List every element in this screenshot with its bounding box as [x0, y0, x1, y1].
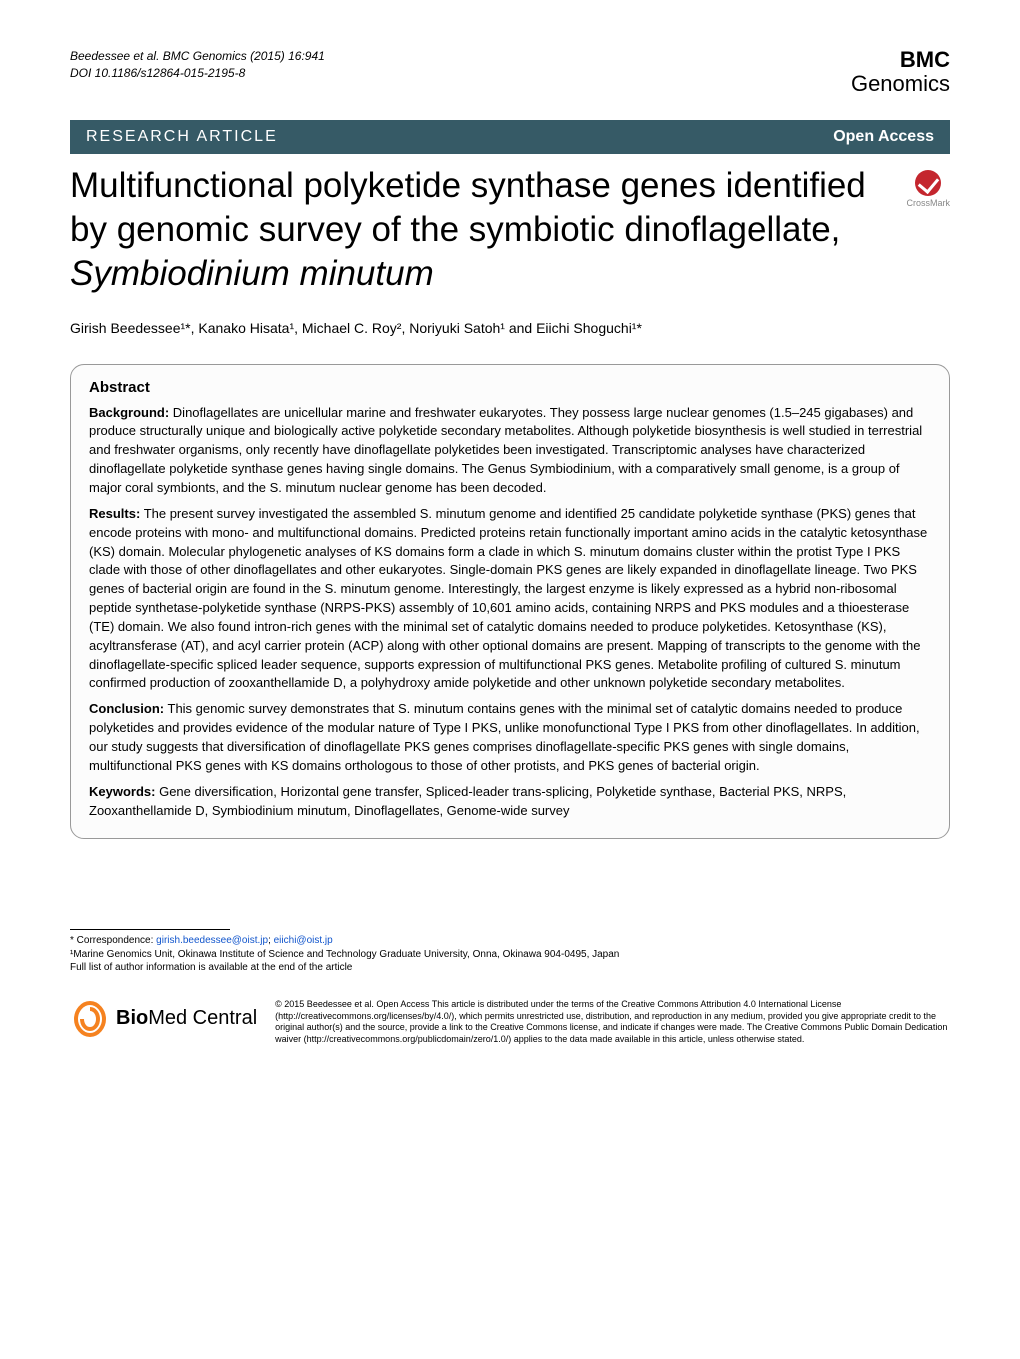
- background-label: Background:: [89, 405, 169, 420]
- abstract-heading: Abstract: [89, 379, 931, 396]
- citation-line: Beedessee et al. BMC Genomics (2015) 16:…: [70, 48, 325, 65]
- email-link-2[interactable]: eiichi@oist.jp: [274, 935, 333, 946]
- crossmark-label: CrossMark: [906, 198, 950, 208]
- conclusion-text: This genomic survey demonstrates that S.…: [89, 701, 920, 773]
- background-text: Dinoflagellates are unicellular marine a…: [89, 405, 922, 495]
- keywords-text: Gene diversification, Horizontal gene tr…: [89, 784, 846, 818]
- biomed-row: BioMed Central © 2015 Beedessee et al. O…: [70, 999, 950, 1046]
- affiliation-line: ¹Marine Genomics Unit, Okinawa Institute…: [70, 948, 950, 962]
- abstract-keywords: Keywords: Gene diversification, Horizont…: [89, 783, 931, 821]
- keywords-label: Keywords:: [89, 784, 155, 799]
- crossmark-icon: [915, 170, 941, 196]
- correspondence-label: * Correspondence:: [70, 935, 153, 946]
- abstract-conclusion: Conclusion: This genomic survey demonstr…: [89, 700, 931, 775]
- authors-line: Girish Beedessee¹*, Kanako Hisata¹, Mich…: [70, 320, 950, 336]
- fullinfo-line: Full list of author information is avail…: [70, 961, 950, 975]
- conclusion-label: Conclusion:: [89, 701, 164, 716]
- doi-line: DOI 10.1186/s12864-015-2195-8: [70, 65, 325, 82]
- email-link-1[interactable]: girish.beedessee@oist.jp: [156, 935, 268, 946]
- abstract-background: Background: Dinoflagellates are unicellu…: [89, 404, 931, 498]
- abstract-box: Abstract Background: Dinoflagellates are…: [70, 364, 950, 840]
- title-block: Multifunctional polyketide synthase gene…: [70, 164, 950, 295]
- biomed-text: BioMed Central: [116, 1005, 257, 1032]
- header-row: Beedessee et al. BMC Genomics (2015) 16:…: [70, 48, 950, 96]
- open-access-label: Open Access: [833, 128, 934, 146]
- bmc-logo: BMC Genomics: [851, 48, 950, 96]
- article-type-bar: RESEARCH ARTICLE Open Access: [70, 120, 950, 154]
- title-pre: Multifunctional polyketide synthase gene…: [70, 166, 866, 249]
- logo-genomics-text: Genomics: [851, 71, 950, 96]
- abstract-results: Results: The present survey investigated…: [89, 505, 931, 693]
- crossmark-badge[interactable]: CrossMark: [906, 170, 950, 208]
- title-species: Symbiodinium minutum: [70, 254, 434, 293]
- logo-bmc-text: BMC: [900, 47, 950, 72]
- biomed-central: Central: [187, 1007, 257, 1029]
- biomed-bio: Bio: [116, 1007, 148, 1029]
- results-label: Results:: [89, 506, 140, 521]
- footer-divider: [70, 929, 230, 930]
- correspondence-line: * Correspondence: girish.beedessee@oist.…: [70, 934, 950, 948]
- article-type-label: RESEARCH ARTICLE: [86, 128, 278, 146]
- biomed-central-logo: BioMed Central: [70, 999, 257, 1039]
- footer-area: * Correspondence: girish.beedessee@oist.…: [70, 929, 950, 1045]
- results-text: The present survey investigated the asse…: [89, 506, 927, 691]
- biomed-med: Med: [148, 1007, 187, 1029]
- biomed-icon: [70, 999, 110, 1039]
- article-title: Multifunctional polyketide synthase gene…: [70, 164, 890, 295]
- citation-block: Beedessee et al. BMC Genomics (2015) 16:…: [70, 48, 325, 82]
- license-text: © 2015 Beedessee et al. Open Access This…: [275, 999, 950, 1046]
